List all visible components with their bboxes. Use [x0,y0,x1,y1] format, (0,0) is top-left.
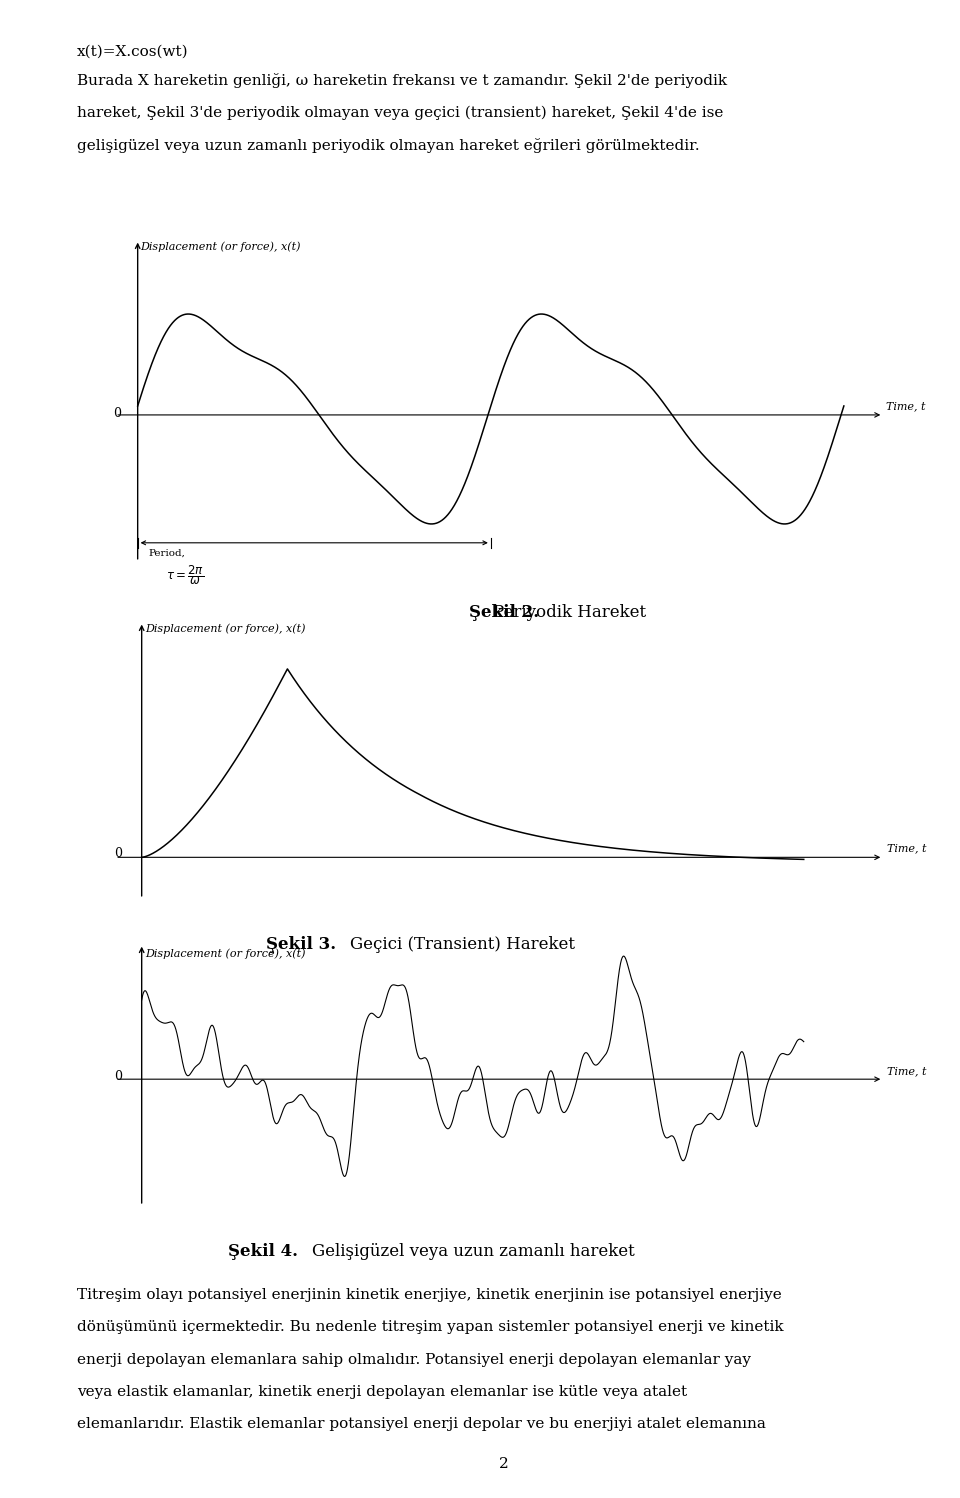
Text: x(t)=X.cos(wt): x(t)=X.cos(wt) [77,45,188,58]
Text: Gelişigüzel veya uzun zamanlı hareket: Gelişigüzel veya uzun zamanlı hareket [312,1243,635,1260]
Text: hareket, Şekil 3'de periyodik olmayan veya geçici (transient) hareket, Şekil 4'd: hareket, Şekil 3'de periyodik olmayan ve… [77,105,723,120]
Text: Displacement (or force), x(t): Displacement (or force), x(t) [145,948,305,959]
Text: Burada X hareketin genliği, ω hareketin frekansı ve t zamandır. Şekil 2'de periy: Burada X hareketin genliği, ω hareketin … [77,73,727,88]
Text: dönüşümünü içermektedir. Bu nedenle titreşim yapan sistemler potansiyel enerji v: dönüşümünü içermektedir. Bu nedenle titr… [77,1321,783,1335]
Text: Time, t: Time, t [886,1067,926,1077]
Text: 0: 0 [114,846,122,860]
Text: enerji depolayan elemanlara sahip olmalıdır. Potansiyel enerji depolayan elemanl: enerji depolayan elemanlara sahip olmalı… [77,1353,751,1366]
Text: Period,: Period, [149,548,186,557]
Text: $\tau = \dfrac{2\pi}{\omega}$: $\tau = \dfrac{2\pi}{\omega}$ [166,563,204,587]
Text: gelişigüzel veya uzun zamanlı periyodik olmayan hareket eğrileri görülmektedir.: gelişigüzel veya uzun zamanlı periyodik … [77,138,700,153]
Text: Displacement (or force), x(t): Displacement (or force), x(t) [145,623,305,634]
Text: Geçici (Transient) Hareket: Geçici (Transient) Hareket [350,936,575,953]
Text: Time, t: Time, t [886,401,925,410]
Text: Time, t: Time, t [886,843,926,854]
Text: Periyodik Hareket: Periyodik Hareket [492,604,646,620]
Text: Titreşim olayı potansiyel enerjinin kinetik enerjiye, kinetik enerjinin ise pota: Titreşim olayı potansiyel enerjinin kine… [77,1288,781,1302]
Text: 2: 2 [499,1458,509,1471]
Text: Şekil 2.: Şekil 2. [468,604,540,620]
Text: veya elastik elamanlar, kinetik enerji depolayan elemanlar ise kütle veya atalet: veya elastik elamanlar, kinetik enerji d… [77,1384,687,1399]
Text: 0: 0 [114,1070,122,1083]
Text: Şekil 4.: Şekil 4. [228,1243,298,1260]
Text: Şekil 3.: Şekil 3. [266,936,336,953]
Text: Displacement (or force), x(t): Displacement (or force), x(t) [140,241,301,252]
Text: 0: 0 [113,406,121,419]
Text: elemanlarıdır. Elastik elemanlar potansiyel enerji depolar ve bu enerjiyi atalet: elemanlarıdır. Elastik elemanlar potansi… [77,1417,766,1431]
